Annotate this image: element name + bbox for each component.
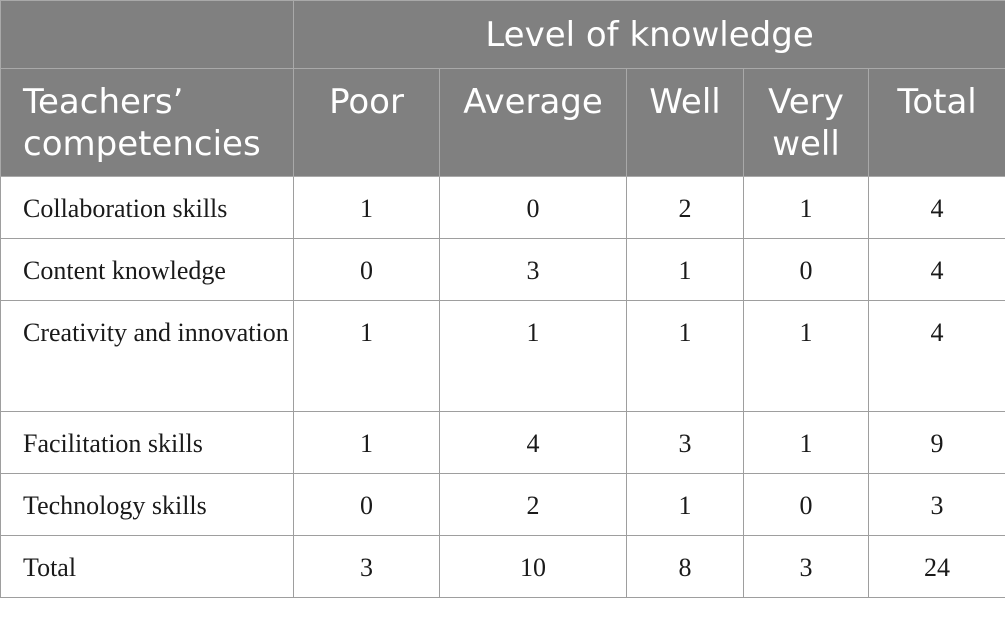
cell-average: 2 <box>439 473 627 536</box>
table-row: Technology skills 0 2 1 0 3 <box>0 473 1005 536</box>
row-label: Content knowledge <box>0 238 294 301</box>
cell-average: 4 <box>439 411 627 474</box>
cell-total: 4 <box>867 176 1005 239</box>
cell-very-well: 0 <box>743 473 869 536</box>
group-header-level-of-knowledge: Level of knowledge <box>292 0 1005 69</box>
column-header-poor: Poor <box>293 68 440 177</box>
cell-very-well: 1 <box>743 411 869 474</box>
table-row: Collaboration skills 1 0 2 1 4 <box>0 176 1005 239</box>
row-label: Creativity and innovation <box>0 300 294 412</box>
cell-total: 24 <box>867 535 1005 598</box>
table-body: Collaboration skills 1 0 2 1 4 Content k… <box>0 176 1005 598</box>
cell-poor: 1 <box>293 176 440 239</box>
table-row-total: Total 3 10 8 3 24 <box>0 535 1005 598</box>
column-header-competencies: Teachers’ competencies <box>0 68 294 177</box>
column-header-row: Teachers’ competencies Poor Average Well… <box>0 68 1005 177</box>
row-label: Total <box>0 535 294 598</box>
cell-average: 1 <box>439 300 627 412</box>
row-label: Facilitation skills <box>0 411 294 474</box>
column-header-well: Well <box>626 68 744 177</box>
cell-total: 9 <box>867 411 1005 474</box>
cell-very-well: 1 <box>743 176 869 239</box>
column-header-average: Average <box>439 68 627 177</box>
cell-very-well: 0 <box>743 238 869 301</box>
competencies-table: Level of knowledge Teachers’ competencie… <box>0 0 1005 598</box>
competencies-table-container: Level of knowledge Teachers’ competencie… <box>0 0 1005 598</box>
cell-total: 4 <box>867 238 1005 301</box>
cell-average: 10 <box>439 535 627 598</box>
cell-well: 1 <box>626 238 744 301</box>
group-header-row: Level of knowledge <box>0 0 1005 69</box>
cell-poor: 1 <box>293 411 440 474</box>
table-row: Content knowledge 0 3 1 0 4 <box>0 238 1005 301</box>
cell-poor: 3 <box>293 535 440 598</box>
cell-poor: 1 <box>293 300 440 412</box>
cell-well: 8 <box>626 535 744 598</box>
cell-well: 3 <box>626 411 744 474</box>
cell-well: 1 <box>626 300 744 412</box>
cell-very-well: 3 <box>743 535 869 598</box>
cell-very-well: 1 <box>743 300 869 412</box>
cell-well: 2 <box>626 176 744 239</box>
table-row: Facilitation skills 1 4 3 1 9 <box>0 411 1005 474</box>
cell-total: 3 <box>867 473 1005 536</box>
cell-total: 4 <box>867 300 1005 412</box>
cell-poor: 0 <box>293 473 440 536</box>
cell-poor: 0 <box>293 238 440 301</box>
column-header-very-well: Very well <box>743 68 869 177</box>
cell-well: 1 <box>626 473 744 536</box>
cell-average: 3 <box>439 238 627 301</box>
group-header-blank-cell <box>0 0 294 69</box>
row-label: Technology skills <box>0 473 294 536</box>
column-header-total: Total <box>867 68 1005 177</box>
table-row: Creativity and innovation 1 1 1 1 4 <box>0 300 1005 412</box>
table-header: Level of knowledge Teachers’ competencie… <box>0 0 1005 177</box>
row-label: Collaboration skills <box>0 176 294 239</box>
cell-average: 0 <box>439 176 627 239</box>
